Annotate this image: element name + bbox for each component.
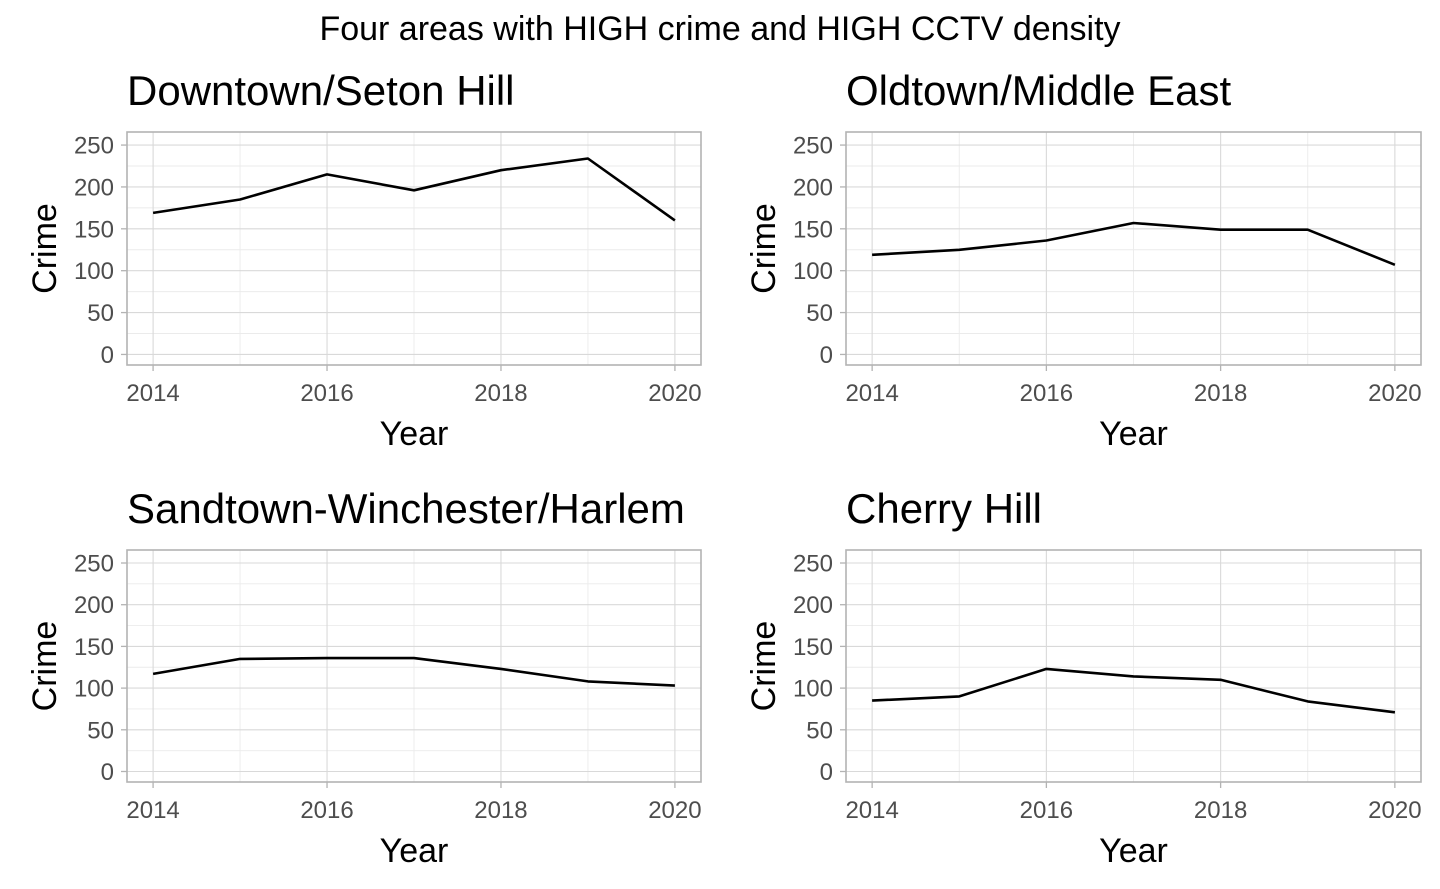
panel-title: Sandtown-Winchester/Harlem — [127, 485, 685, 532]
x-tick-label: 2020 — [648, 380, 701, 407]
x-tick-label: 2018 — [474, 380, 527, 407]
y-tick-label: 50 — [87, 300, 114, 327]
x-axis-title: Year — [380, 415, 449, 453]
y-tick-label: 150 — [793, 216, 833, 243]
panel-title: Cherry Hill — [846, 485, 1042, 532]
ticks: 0 50 100 150 200 250 2014 2016 2018 2020 — [74, 133, 702, 407]
x-tick-label: 2014 — [126, 380, 179, 407]
figure-title: Four areas with HIGH crime and HIGH CCTV… — [319, 10, 1120, 48]
x-tick-label: 2016 — [1020, 380, 1073, 407]
x-tick-label: 2016 — [1020, 797, 1073, 824]
y-tick-label: 200 — [74, 174, 114, 201]
y-tick-label: 100 — [793, 676, 833, 703]
y-tick-label: 150 — [74, 634, 114, 661]
ticks: 0 50 100 150 200 250 2014 2016 2018 2020 — [793, 551, 1422, 824]
ticks: 0 50 100 150 200 250 2014 2016 2018 2020 — [74, 551, 702, 824]
x-tick-label: 2018 — [474, 797, 527, 824]
y-tick-label: 250 — [793, 133, 833, 160]
panel-3: 0 50 100 150 200 250 2014 2016 2018 2020 Year Crime… — [26, 485, 702, 870]
series-line — [872, 667, 1396, 714]
y-tick-label: 150 — [793, 634, 833, 661]
y-tick-label: 50 — [87, 717, 114, 744]
y-tick-label: 250 — [74, 551, 114, 578]
y-axis-title: Crime — [26, 621, 64, 712]
y-tick-label: 100 — [793, 258, 833, 285]
x-tick-label: 2016 — [300, 797, 353, 824]
series-line — [152, 656, 675, 687]
y-tick-label: 250 — [74, 133, 114, 160]
panel-border — [845, 549, 1422, 783]
y-tick-label: 200 — [793, 592, 833, 619]
panel-2: 0 50 100 150 200 250 2014 2016 2018 2020 Year Crime… — [745, 67, 1422, 453]
grid — [846, 132, 1421, 365]
y-axis-title: Crime — [26, 203, 64, 294]
series-line — [872, 221, 1396, 267]
x-axis-title: Year — [1099, 415, 1168, 453]
y-tick-label: 50 — [806, 717, 833, 744]
grid — [127, 132, 701, 365]
y-tick-label: 150 — [74, 216, 114, 243]
y-tick-label: 200 — [793, 174, 833, 201]
y-tick-label: 0 — [820, 759, 833, 786]
y-tick-label: 0 — [820, 342, 833, 369]
x-axis-title: Year — [380, 832, 449, 870]
x-axis-title: Year — [1099, 832, 1168, 870]
panel-title: Oldtown/Middle East — [846, 67, 1232, 114]
y-axis-title: Crime — [745, 203, 783, 294]
x-tick-label: 2014 — [126, 797, 179, 824]
y-tick-label: 0 — [101, 759, 114, 786]
y-tick-label: 0 — [101, 342, 114, 369]
x-tick-label: 2014 — [845, 380, 898, 407]
series-line — [152, 157, 676, 222]
x-tick-label: 2014 — [845, 797, 898, 824]
ticks: 0 50 100 150 200 250 2014 2016 2018 2020 — [793, 133, 1422, 407]
panel-border — [845, 131, 1422, 366]
panel-4: 0 50 100 150 200 250 2014 2016 2018 2020 Year Crime… — [745, 485, 1422, 870]
y-tick-label: 50 — [806, 300, 833, 327]
y-tick-label: 100 — [74, 676, 114, 703]
x-tick-label: 2020 — [1368, 797, 1421, 824]
y-tick-label: 200 — [74, 592, 114, 619]
x-tick-label: 2016 — [300, 380, 353, 407]
x-tick-label: 2020 — [648, 797, 701, 824]
grid — [127, 550, 701, 782]
x-tick-label: 2018 — [1194, 797, 1247, 824]
y-axis-title: Crime — [745, 621, 783, 712]
y-tick-label: 250 — [793, 551, 833, 578]
x-tick-label: 2018 — [1194, 380, 1247, 407]
panel-title: Downtown/Seton Hill — [127, 67, 515, 114]
y-tick-label: 100 — [74, 258, 114, 285]
panel-1: 0 50 100 150 200 250 2014 2016 2018 2020 Year Crime… — [26, 67, 702, 453]
panel-border — [126, 131, 702, 366]
x-tick-label: 2020 — [1368, 380, 1421, 407]
grid — [846, 550, 1421, 782]
panel-border — [126, 549, 702, 783]
